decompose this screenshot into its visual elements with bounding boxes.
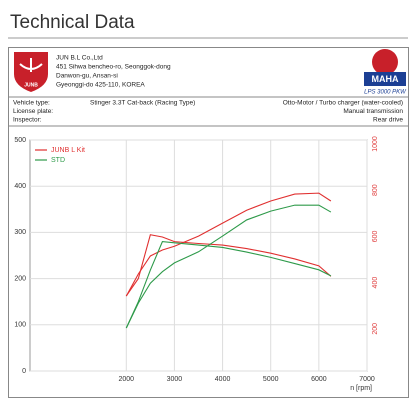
maha-text: MAHA [372, 74, 399, 84]
legend-label: STD [51, 157, 65, 164]
maha-badge [372, 49, 398, 75]
logo-mark [19, 58, 43, 72]
torque-line [125, 241, 332, 329]
company-line: JUN B.L Co.,Ltd [56, 55, 103, 62]
company-line: 451 Sihwa bencheo-ro, Seonggok-dong [56, 64, 171, 71]
power-line [125, 204, 332, 329]
x-tick-label: 6000 [311, 376, 327, 383]
plot-area [29, 139, 368, 372]
company-line: Danwon-gu, Ansan-si [56, 73, 118, 80]
detail-label: License plate: [13, 108, 53, 115]
logo-text: JUNB [24, 82, 38, 88]
page-title: Technical Data [10, 12, 135, 33]
y2-tick-label: 600 [372, 230, 379, 242]
y2-tick-label: 200 [372, 323, 379, 335]
detail-label: Inspector: [13, 117, 42, 124]
legend-label: JUNB L Kit [51, 147, 85, 154]
y2-tick-label: 800 [372, 184, 379, 196]
detail-value: Rear drive [373, 117, 403, 124]
y-tick-label: 200 [14, 275, 26, 282]
x-tick-label: 7000 [359, 376, 375, 383]
y-tick-label: 400 [14, 183, 26, 190]
y-tick-label: 100 [14, 322, 26, 329]
y2-tick-label: 1000 [372, 136, 379, 152]
x-tick-label: 5000 [263, 376, 279, 383]
x-tick-label: 2000 [118, 376, 134, 383]
detail-value: Stinger 3.3T Cat-back (Racing Type) [90, 100, 195, 107]
frame [8, 47, 409, 398]
y-tick-label: 300 [14, 229, 26, 236]
x-axis-label: n [rpm] [350, 385, 372, 392]
power-line [125, 192, 332, 297]
maha-plate [364, 72, 406, 86]
y2-tick-label: 400 [372, 277, 379, 289]
detail-value: Manual transmission [343, 108, 403, 115]
maha-model: LPS 3000 PKW [364, 90, 407, 96]
x-tick-label: 4000 [215, 376, 231, 383]
x-tick-label: 3000 [167, 376, 183, 383]
y-tick-label: 500 [14, 137, 26, 144]
detail-label: Vehicle type: [13, 100, 50, 107]
company-line: Gyeonggi-do 425-110, KOREA [56, 82, 145, 89]
detail-value: Otto-Motor / Turbo charger (water-cooled… [283, 100, 403, 107]
y-tick-label: 0 [22, 368, 26, 375]
